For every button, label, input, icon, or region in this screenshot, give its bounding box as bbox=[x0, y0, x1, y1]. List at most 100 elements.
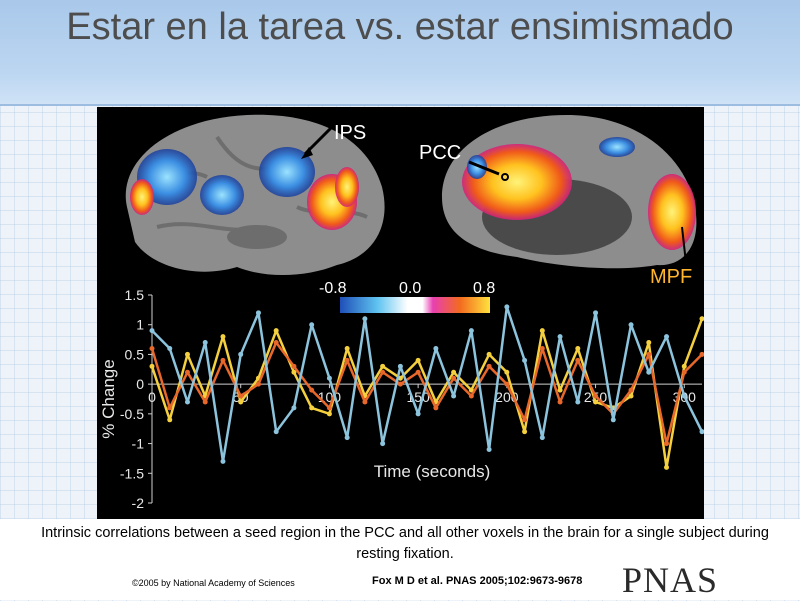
series-0-point bbox=[273, 328, 279, 334]
colorbar-min-label: -0.8 bbox=[319, 280, 347, 297]
series-1-point bbox=[593, 393, 599, 399]
series-0-point bbox=[646, 340, 652, 346]
series-2-point bbox=[646, 369, 652, 375]
series-2-point bbox=[344, 435, 350, 441]
series-1-point bbox=[220, 357, 226, 363]
series-2-point bbox=[291, 405, 297, 411]
pnas-logo: PNAS bbox=[622, 560, 719, 600]
series-1-point bbox=[681, 369, 687, 375]
y-tick-label: -0.5 bbox=[120, 406, 144, 422]
series-1-point bbox=[628, 387, 634, 393]
series-2-point bbox=[504, 304, 510, 310]
y-tick-label: -2 bbox=[132, 495, 145, 511]
series-line-1 bbox=[150, 341, 703, 445]
series-0-point bbox=[504, 369, 510, 375]
series-1-point bbox=[699, 351, 704, 357]
series-1-point bbox=[202, 399, 208, 405]
y-axis-label: % Change bbox=[99, 359, 118, 438]
series-1-point bbox=[238, 393, 244, 399]
series-0-point bbox=[149, 363, 155, 369]
series-0-point bbox=[557, 387, 563, 393]
colorbar bbox=[340, 297, 490, 313]
series-2-point bbox=[557, 334, 563, 340]
series-2-point bbox=[380, 441, 386, 447]
series-1-point bbox=[468, 393, 474, 399]
series-1-point bbox=[273, 340, 279, 346]
series-1-point bbox=[504, 381, 510, 387]
y-tick-label: 1 bbox=[136, 317, 144, 333]
series-1-point bbox=[309, 387, 315, 393]
series-2-point bbox=[610, 417, 616, 423]
series-2-point bbox=[309, 322, 315, 328]
series-2-point bbox=[326, 375, 332, 381]
series-2-point bbox=[238, 351, 244, 357]
series-0-point bbox=[309, 405, 315, 411]
figure-svg: IPS PCC MPF -0.8 0.0 0.8 1.510.50-0.5-1-… bbox=[99, 114, 704, 511]
series-2-point bbox=[362, 316, 368, 322]
series-0-point bbox=[681, 363, 687, 369]
series-1-point bbox=[451, 375, 457, 381]
series-0-point bbox=[575, 345, 581, 351]
timeseries-plot: 1.510.50-0.5-1-1.5-2050100150200250300Ti… bbox=[99, 287, 704, 511]
series-0-point bbox=[593, 399, 599, 405]
series-2-point bbox=[628, 322, 634, 328]
y-tick-label: 0.5 bbox=[125, 346, 145, 362]
series-0-point bbox=[291, 369, 297, 375]
series-1-point bbox=[433, 405, 439, 411]
series-0-point bbox=[664, 464, 670, 470]
brain-lateral-view bbox=[125, 114, 385, 276]
series-2-point bbox=[486, 447, 492, 453]
series-0-point bbox=[486, 351, 492, 357]
series-1-point bbox=[149, 345, 155, 351]
series-2-point bbox=[202, 340, 208, 346]
series-2-point bbox=[397, 363, 403, 369]
caption-area: Intrinsic correlations between a seed re… bbox=[0, 519, 800, 600]
y-tick-label: 1.5 bbox=[125, 287, 145, 303]
series-0-point bbox=[628, 393, 634, 399]
series-1-point bbox=[362, 399, 368, 405]
series-0-point bbox=[451, 369, 457, 375]
series-1-point bbox=[255, 381, 261, 387]
series-0-point bbox=[238, 399, 244, 405]
series-1-point bbox=[344, 357, 350, 363]
slide-title: Estar en la tarea vs. estar ensimismado bbox=[66, 6, 734, 48]
title-band bbox=[0, 0, 800, 106]
series-2-point bbox=[451, 393, 457, 399]
colorbar-mid-label: 0.0 bbox=[399, 280, 421, 297]
x-tick-label: 0 bbox=[148, 389, 156, 405]
copyright-notice: ©2005 by National Academy of Sciences bbox=[132, 578, 295, 588]
y-tick-label: -1 bbox=[132, 436, 145, 452]
series-2-point bbox=[539, 435, 545, 441]
series-0-point bbox=[415, 357, 421, 363]
series-2-point bbox=[699, 429, 704, 435]
series-1-point bbox=[167, 405, 173, 411]
series-2-point bbox=[664, 334, 670, 340]
figure-caption: Intrinsic correlations between a seed re… bbox=[41, 525, 769, 562]
series-0-point bbox=[468, 387, 474, 393]
series-2-point bbox=[681, 393, 687, 399]
series-2-point bbox=[433, 345, 439, 351]
series-1-point bbox=[415, 369, 421, 375]
series-1-point bbox=[291, 363, 297, 369]
series-1-point bbox=[522, 417, 528, 423]
citation: Fox M D et al. PNAS 2005;102:9673-9678 bbox=[372, 575, 583, 587]
series-0-point bbox=[167, 417, 173, 423]
y-tick-label: -1.5 bbox=[120, 465, 144, 481]
colorbar-max-label: 0.8 bbox=[473, 280, 495, 297]
series-1-point bbox=[664, 441, 670, 447]
series-0-point bbox=[699, 316, 704, 322]
series-2-point bbox=[220, 458, 226, 464]
brain-medial-view bbox=[442, 115, 697, 273]
series-2-point bbox=[167, 345, 173, 351]
series-2-point bbox=[593, 310, 599, 316]
series-0-point bbox=[522, 429, 528, 435]
series-2-point bbox=[273, 429, 279, 435]
series-0-point bbox=[380, 363, 386, 369]
label-pcc: PCC bbox=[419, 142, 461, 164]
series-0-point bbox=[539, 328, 545, 334]
series-2-point bbox=[149, 328, 155, 334]
series-2-point bbox=[575, 399, 581, 405]
figure-panel: IPS PCC MPF -0.8 0.0 0.8 1.5 1 0.5 0 -0.5 -1-… bbox=[97, 107, 704, 520]
series-0-point bbox=[184, 351, 190, 357]
series-2-point bbox=[468, 328, 474, 334]
